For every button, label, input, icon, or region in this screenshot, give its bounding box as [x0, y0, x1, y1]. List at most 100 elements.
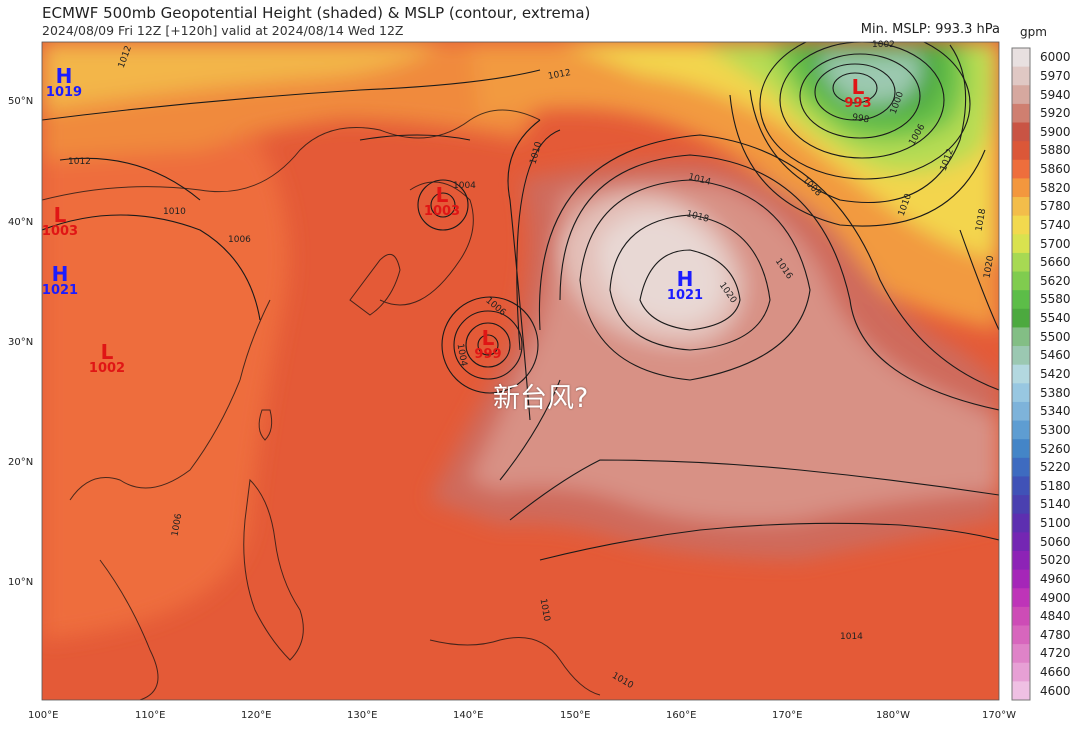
colorbar-swatch	[1012, 327, 1030, 347]
colorbar-level-label: 5420	[1040, 367, 1071, 381]
coast-north-asia	[42, 109, 541, 201]
isobar-1004-japan	[430, 192, 456, 218]
colorbar-level-label: 5880	[1040, 143, 1071, 158]
center-value: 1021	[41, 283, 79, 298]
center-value: 1003	[41, 224, 79, 239]
isobar-1000-ty	[477, 334, 499, 356]
colorbar-swatch	[1012, 606, 1030, 626]
colorbar-level-label: 4600	[1040, 683, 1071, 698]
isobar-1002-ty	[465, 322, 511, 368]
center-value: 999	[474, 347, 502, 362]
coast-indochina	[99, 559, 159, 700]
colorbar-swatch	[1012, 290, 1030, 310]
colorbar-level-label: 5060	[1040, 534, 1071, 549]
colorbar-swatch	[1012, 439, 1030, 459]
isobar-1018	[609, 214, 771, 351]
lon-label-170e: 170°E	[772, 710, 803, 721]
lat-label-20: 20°N	[8, 457, 34, 468]
isobar-1014	[559, 154, 999, 411]
colorbar-swatch	[1012, 532, 1030, 552]
height-field	[42, 42, 999, 700]
map-frame	[41, 41, 1000, 701]
isobar-1012	[538, 134, 999, 391]
center-letter: L	[435, 183, 449, 207]
colorbar-swatch	[1012, 383, 1030, 403]
center-letter: H	[51, 262, 69, 286]
colorbar-level-label: 6000	[1040, 50, 1071, 65]
colorbar-level-label: 5100	[1040, 516, 1071, 531]
colorbar-level-label: 5140	[1040, 497, 1071, 512]
isobar-label: 1002	[872, 40, 895, 50]
isobar-1002	[779, 42, 945, 159]
colorbar-level-label: 4960	[1040, 571, 1071, 586]
colorbar-frame	[1011, 47, 1031, 701]
colorbar-level-label: 5660	[1040, 255, 1071, 270]
isobar-label: 1014	[840, 632, 863, 642]
isobar-label: 1012	[68, 157, 91, 167]
lon-label-150e: 150°E	[560, 710, 591, 721]
colorbar-swatch	[1012, 85, 1030, 105]
colorbar-swatch	[1012, 197, 1030, 217]
map-title: ECMWF 500mb Geopotential Height (shaded)…	[42, 4, 591, 22]
pressure-center-l-1003-west: L 1003	[40, 203, 80, 239]
isobar-1012-west	[59, 157, 201, 201]
coast-china	[69, 299, 271, 501]
typhoon-annotation: 新台风?	[493, 383, 589, 414]
center-letter: L	[851, 75, 865, 99]
colorbar-level-label: 5920	[1040, 106, 1071, 121]
colorbar-level-label: 5860	[1040, 162, 1071, 177]
isobar-1006-ty	[441, 296, 539, 394]
center-letter: L	[100, 340, 114, 364]
colorbar-swatch	[1012, 401, 1030, 422]
colorbar-level-label: 5940	[1040, 87, 1071, 102]
colorbar-swatch	[1012, 215, 1030, 235]
colorbar-level-label: 5180	[1040, 478, 1071, 493]
pressure-center-l-1002: L 1002	[86, 340, 128, 376]
colorbar-swatch	[1012, 234, 1030, 254]
pressure-center-h-1019: H 1019	[44, 64, 84, 100]
isobar-996	[832, 72, 878, 104]
colorbar-swatch	[1012, 457, 1030, 477]
isobar-label: 1004	[453, 181, 476, 191]
isobar-1012-north	[42, 69, 541, 121]
colorbar-swatch	[1012, 681, 1030, 701]
colorbar-level-label: 5380	[1040, 385, 1071, 400]
colorbar-level-label: 5740	[1040, 217, 1071, 232]
coast-philippines	[243, 478, 304, 661]
colorbar-level-label: 5700	[1040, 236, 1071, 251]
colorbar-level-label: 5540	[1040, 311, 1071, 326]
pressure-center-l-999-typhoon: L 999	[470, 326, 506, 362]
isobar-1006-west	[42, 214, 261, 321]
pressure-center-h-1021-pacific: H 1021	[664, 267, 706, 303]
pressure-center-l-993: L 993	[838, 75, 878, 111]
map-subtitle: 2024/08/09 Fri 12Z [+120h] valid at 2024…	[42, 23, 404, 38]
pressure-center-h-1021-west: H 1021	[40, 262, 80, 298]
lon-label-140e: 140°E	[453, 710, 484, 721]
colorbar-swatch	[1012, 141, 1030, 161]
height-5460-trough	[820, 55, 921, 104]
isobar-1010-tail	[499, 379, 999, 521]
colorbar-level-label: 5500	[1040, 329, 1071, 344]
colorbar-swatch	[1012, 495, 1030, 515]
colorbar-swatch	[1012, 550, 1030, 571]
colorbar-level-label: 5260	[1040, 441, 1071, 456]
lon-label-130e: 130°E	[347, 710, 378, 721]
colorbar-swatch	[1012, 420, 1030, 440]
colorbar-swatch	[1012, 476, 1030, 496]
colorbar-level-label: 5780	[1040, 199, 1071, 214]
height-5970-high	[598, 212, 725, 325]
colorbar-swatch	[1012, 48, 1030, 68]
colorbar-level-label: 5820	[1040, 180, 1071, 195]
center-value: 1019	[45, 85, 83, 100]
height-5780-north	[42, 42, 440, 110]
colorbar-unit: gpm	[1020, 25, 1047, 39]
isobar-1004-ty	[453, 310, 523, 380]
colorbar-swatch	[1012, 644, 1030, 664]
isobar-1010-nw	[359, 134, 471, 141]
lon-label-120e: 120°E	[241, 710, 272, 721]
colorbar-swatch	[1012, 625, 1030, 645]
isobar-1006-japan	[417, 179, 469, 231]
colorbar-level-label: 4780	[1040, 627, 1071, 642]
colorbar-swatch	[1012, 66, 1030, 86]
